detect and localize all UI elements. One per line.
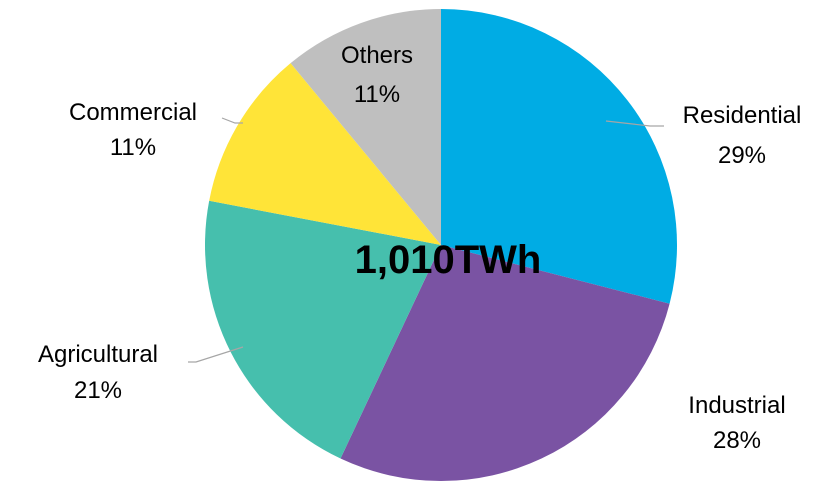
leader-lines xyxy=(188,117,664,363)
slice-percent-label-industrial: 28% xyxy=(713,427,761,454)
slice-percent-label-others: 11% xyxy=(354,81,400,108)
pie-slice-commercial xyxy=(209,63,441,245)
slice-name-label-industrial: Industrial xyxy=(688,392,785,419)
slice-name-label-commercial: Commercial xyxy=(69,99,197,126)
pie-slice-residential xyxy=(441,9,678,304)
pie-slices xyxy=(205,8,678,482)
pie-slice-industrial xyxy=(340,245,670,482)
slice-name-label-agricultural: Agricultural xyxy=(38,341,158,368)
slice-percent-label-agricultural: 21% xyxy=(74,377,122,404)
leader-line-residential xyxy=(605,120,664,127)
leader-line-agricultural xyxy=(188,346,244,363)
center-total-label: 1,010TWh xyxy=(355,238,542,282)
slice-name-label-others: Others xyxy=(341,42,413,69)
pie-slice-agricultural xyxy=(205,200,441,459)
slice-labels: Residential 29% Industrial 28% Agricultural 2… xyxy=(38,42,801,454)
leader-line-commercial xyxy=(221,117,243,124)
slice-percent-label-residential: 29% xyxy=(718,142,766,169)
pie-slice-others xyxy=(290,8,441,245)
slice-name-label-residential: Residential xyxy=(683,102,802,129)
slice-percent-label-commercial: 11% xyxy=(110,134,156,161)
